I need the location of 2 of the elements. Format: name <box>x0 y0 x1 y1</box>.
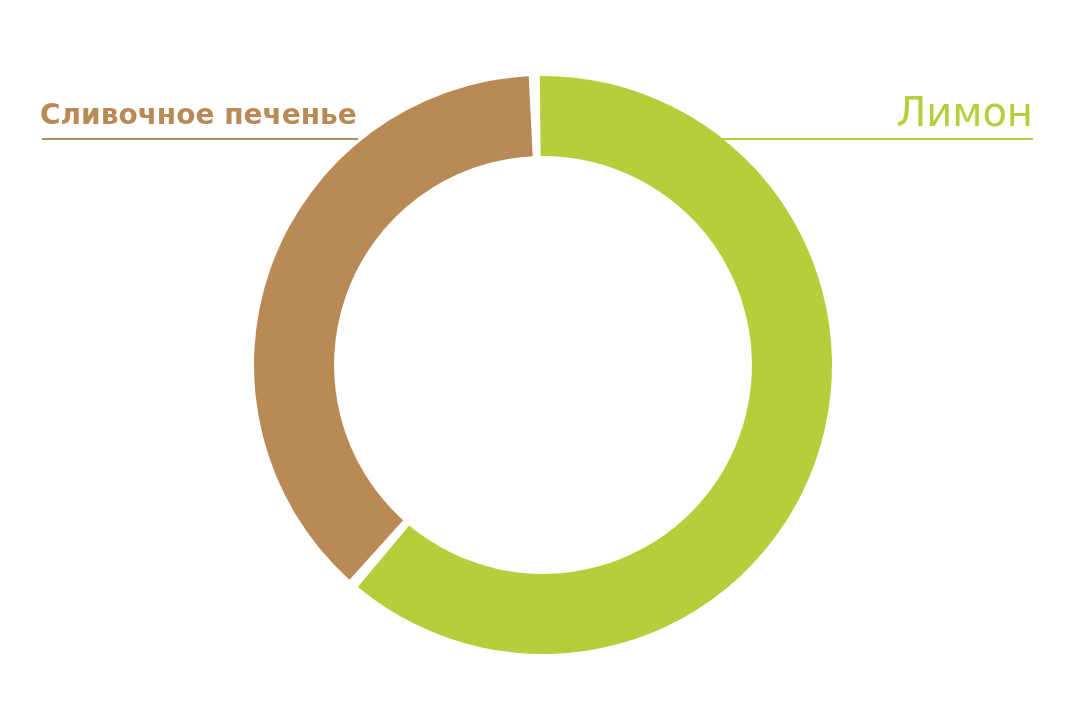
slice-label: Лимон <box>896 89 1033 135</box>
slice-label: Сливочное печенье <box>40 98 357 131</box>
